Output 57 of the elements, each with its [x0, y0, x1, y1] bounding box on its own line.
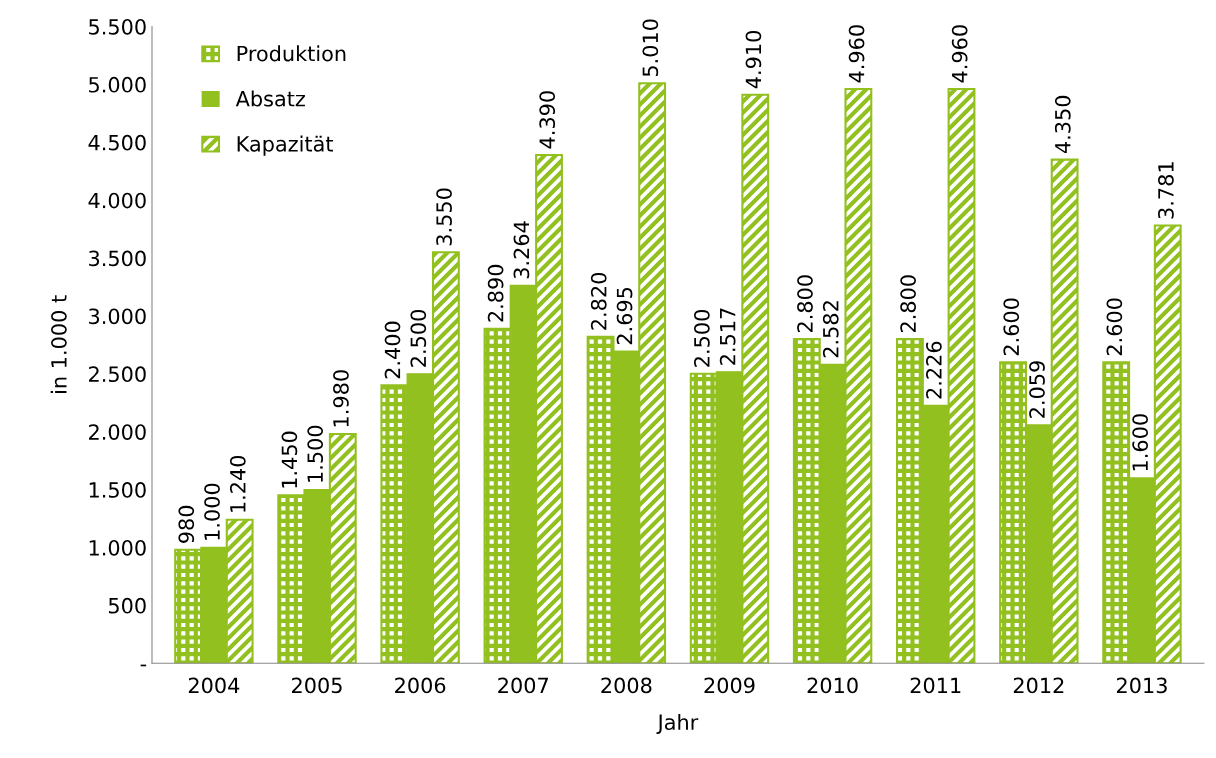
data-label: 2.600 [1003, 298, 1020, 356]
data-label: 1.000 [204, 483, 220, 540]
data-label: 980 [178, 505, 195, 543]
data-label: 1.450 [281, 431, 298, 488]
data-label: 2.059 [1029, 361, 1045, 418]
data-label: 1.980 [333, 370, 349, 427]
data-label: 4.390 [539, 91, 556, 149]
data-label: 2.890 [487, 264, 504, 322]
data-label: 4.960 [848, 25, 865, 83]
x-tick-label: 2008 [601, 677, 652, 694]
data-label: 2.400 [384, 321, 401, 379]
x-tick-label: 2011 [910, 677, 961, 694]
data-label: 2.500 [693, 310, 710, 367]
x-tick-label: 2013 [1116, 677, 1167, 694]
data-label: 2.600 [1106, 298, 1123, 356]
y-axis-title: in 1.000 t [50, 295, 67, 393]
data-label: 5.010 [642, 19, 659, 77]
data-label: 2.800 [797, 275, 813, 333]
data-label: 4.350 [1054, 95, 1071, 154]
x-tick-label: 2010 [807, 677, 858, 694]
x-tick-label: 2009 [704, 677, 755, 694]
x-tick-label: 2005 [292, 677, 342, 694]
y-tick-label: 1.000 [89, 539, 146, 556]
y-tick-label: 5.000 [89, 76, 146, 93]
y-tick-label: 2.500 [89, 366, 146, 383]
data-label: 2.800 [900, 275, 916, 333]
data-label: 4.960 [951, 25, 968, 83]
data-label: 2.226 [926, 341, 942, 399]
data-label: 3.550 [436, 188, 452, 246]
y-tick-label: 3.000 [89, 308, 146, 325]
y-tick-label: 4.000 [88, 192, 146, 209]
y-tick-label: - [140, 664, 147, 667]
y-tick-label: 500 [108, 597, 146, 614]
x-tick-label: 2004 [188, 677, 240, 694]
data-label: 2.820 [590, 272, 607, 330]
y-tick-label: 4.500 [88, 134, 146, 151]
legend-label: Kapazität [237, 135, 334, 156]
y-tick-label: 3.500 [89, 250, 146, 267]
data-label: 3.264 [513, 221, 530, 279]
x-tick-label: 2007 [498, 677, 548, 694]
x-tick-label: 2006 [395, 677, 446, 694]
data-label: 2.695 [616, 287, 633, 345]
y-tick-label: 2.000 [89, 424, 146, 440]
data-label: 3.781 [1158, 162, 1174, 219]
legend-label: Absatz [235, 90, 305, 107]
x-axis-title: Jahr [656, 713, 699, 734]
data-label: 1.600 [1132, 414, 1149, 471]
data-label: 4.910 [745, 31, 762, 89]
data-label: 1.500 [307, 425, 324, 482]
data-label: 2.517 [719, 308, 736, 365]
y-tick-label: 5.500 [89, 18, 146, 35]
data-label: 2.500 [410, 310, 427, 367]
data-label: 2.582 [822, 301, 839, 358]
x-tick-label: 2012 [1013, 677, 1064, 694]
data-label: 1.240 [229, 455, 246, 512]
y-tick-label: 1.500 [89, 482, 146, 498]
legend-label: Produktion [237, 45, 346, 62]
